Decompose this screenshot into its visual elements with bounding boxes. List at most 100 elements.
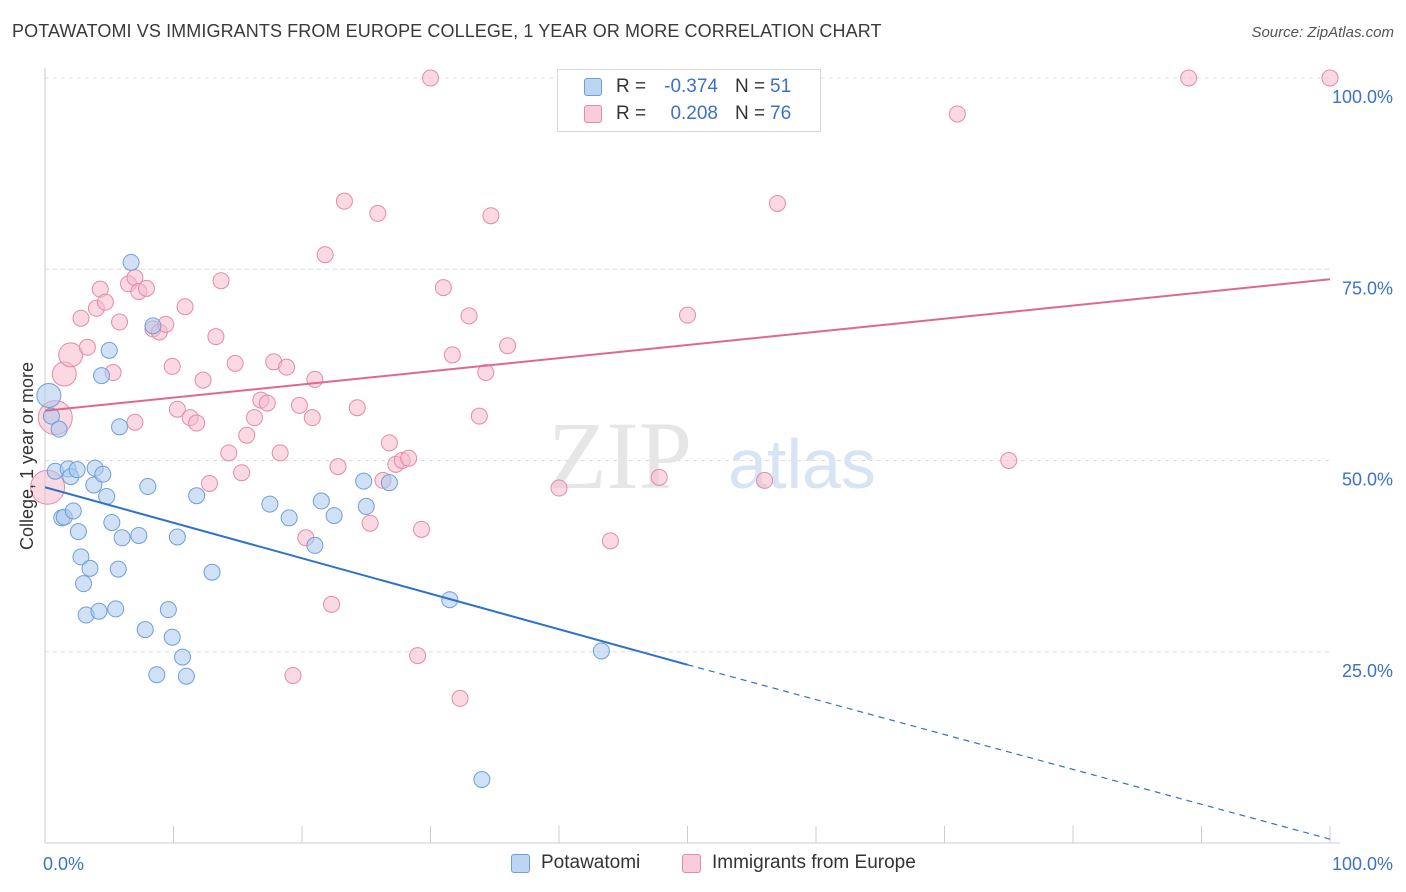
trend-lines: [44, 278, 1331, 840]
immigrants-point: [550, 479, 568, 497]
potawatomi-point: [173, 648, 191, 666]
legend-row-potawatomi: R = -0.374 N = 51: [558, 74, 820, 100]
bottom-legend-swatch-blue: [511, 854, 530, 873]
potawatomi-point: [357, 497, 375, 515]
legend-n-value: 76: [770, 103, 792, 124]
potawatomi-point: [177, 667, 195, 685]
watermark-atlas: atlas: [728, 425, 876, 503]
potawatomi-trendline: [44, 486, 688, 666]
y-axis-label: College, 1 year or more: [17, 362, 37, 550]
immigrants-point: [413, 520, 431, 538]
potawatomi-point: [103, 513, 121, 531]
immigrants-point: [126, 413, 144, 431]
series-immigrants-points: [30, 69, 1339, 707]
potawatomi-point: [136, 621, 154, 639]
immigrants-point: [238, 426, 256, 444]
immigrants-point: [369, 204, 387, 222]
immigrants-point: [470, 407, 488, 425]
immigrants-point: [271, 444, 289, 462]
immigrants-point: [316, 246, 334, 264]
potawatomi-point: [69, 523, 87, 541]
immigrants-point: [400, 449, 418, 467]
immigrants-point: [756, 471, 774, 489]
immigrants-point: [482, 207, 500, 225]
y-tick-label: 50.0%: [1342, 470, 1393, 490]
immigrants-point: [111, 313, 129, 331]
potawatomi-point: [109, 560, 127, 578]
immigrants-point: [477, 364, 495, 382]
immigrants-point: [138, 279, 156, 297]
potawatomi-point: [36, 382, 62, 408]
potawatomi-point: [90, 602, 108, 620]
potawatomi-trendline-extension: [687, 664, 1331, 840]
immigrants-point: [679, 306, 696, 324]
immigrants-point: [451, 689, 469, 707]
immigrants-point: [948, 105, 966, 123]
potawatomi-point: [168, 528, 186, 546]
immigrants-point: [303, 409, 321, 427]
immigrants-point: [443, 346, 461, 364]
potawatomi-point: [122, 253, 140, 271]
chart-title: POTAWATOMI VS IMMIGRANTS FROM EUROPE COL…: [12, 21, 882, 41]
potawatomi-point: [94, 465, 112, 483]
immigrants-point: [409, 647, 427, 665]
immigrants-point: [258, 394, 276, 412]
immigrants-point: [284, 666, 302, 684]
x-tick-label: 100.0%: [1332, 854, 1393, 874]
legend-n-label: N =: [735, 103, 766, 124]
immigrants-point: [188, 414, 206, 432]
potawatomi-point: [139, 478, 157, 496]
potawatomi-point: [159, 601, 177, 619]
immigrants-point: [96, 293, 114, 311]
potawatomi-point: [130, 526, 148, 544]
immigrants-trendline: [44, 278, 1331, 412]
legend-n-label: N =: [735, 76, 766, 97]
immigrants-point: [290, 396, 308, 414]
immigrants-point: [163, 357, 181, 375]
potawatomi-point: [144, 317, 162, 335]
immigrants-point: [601, 532, 619, 550]
potawatomi-point: [50, 420, 68, 438]
immigrants-point: [207, 328, 225, 346]
potawatomi-point: [68, 461, 86, 479]
legend-row-immigrants: R = 0.208 N = 76: [558, 101, 820, 127]
immigrants-point: [226, 354, 244, 372]
y-tick-label: 25.0%: [1342, 661, 1393, 681]
immigrants-point: [323, 595, 341, 613]
immigrants-point: [329, 458, 347, 476]
immigrants-point: [380, 434, 398, 452]
immigrants-point: [168, 400, 186, 418]
immigrants-point: [200, 474, 218, 492]
immigrants-point: [1321, 69, 1339, 87]
legend-swatch-blue: [584, 78, 602, 96]
axes: [44, 68, 1340, 844]
immigrants-point: [1180, 69, 1198, 87]
legend-r-label: R =: [616, 76, 647, 97]
legend-n-value: 51: [770, 76, 792, 97]
watermark-zip: ZIP: [548, 402, 692, 509]
bottom-legend-label: Immigrants from Europe: [712, 852, 916, 873]
immigrants-point: [422, 69, 439, 87]
immigrants-point: [348, 399, 366, 417]
y-tick-label: 100.0%: [1332, 87, 1393, 107]
bottom-legend-label: Potawatomi: [541, 852, 641, 873]
x-tick-label: 0.0%: [43, 854, 84, 874]
potawatomi-point: [312, 492, 330, 510]
legend-r-value: -0.374: [664, 76, 718, 97]
source-label: Source: ZipAtlas.com: [1251, 24, 1394, 41]
series-potawatomi-points: [36, 253, 610, 789]
legend-swatch-pink: [584, 105, 602, 123]
immigrants-point: [499, 337, 517, 355]
immigrants-point: [650, 468, 668, 486]
immigrants-point: [78, 338, 96, 356]
immigrants-point: [768, 194, 786, 212]
potawatomi-point: [306, 536, 324, 554]
immigrants-point: [194, 371, 212, 389]
immigrants-point: [72, 309, 90, 327]
potawatomi-point: [592, 642, 610, 660]
immigrants-point: [306, 370, 324, 388]
potawatomi-point: [325, 507, 343, 525]
immigrants-point: [335, 192, 353, 210]
y-tick-label: 75.0%: [1342, 278, 1393, 298]
